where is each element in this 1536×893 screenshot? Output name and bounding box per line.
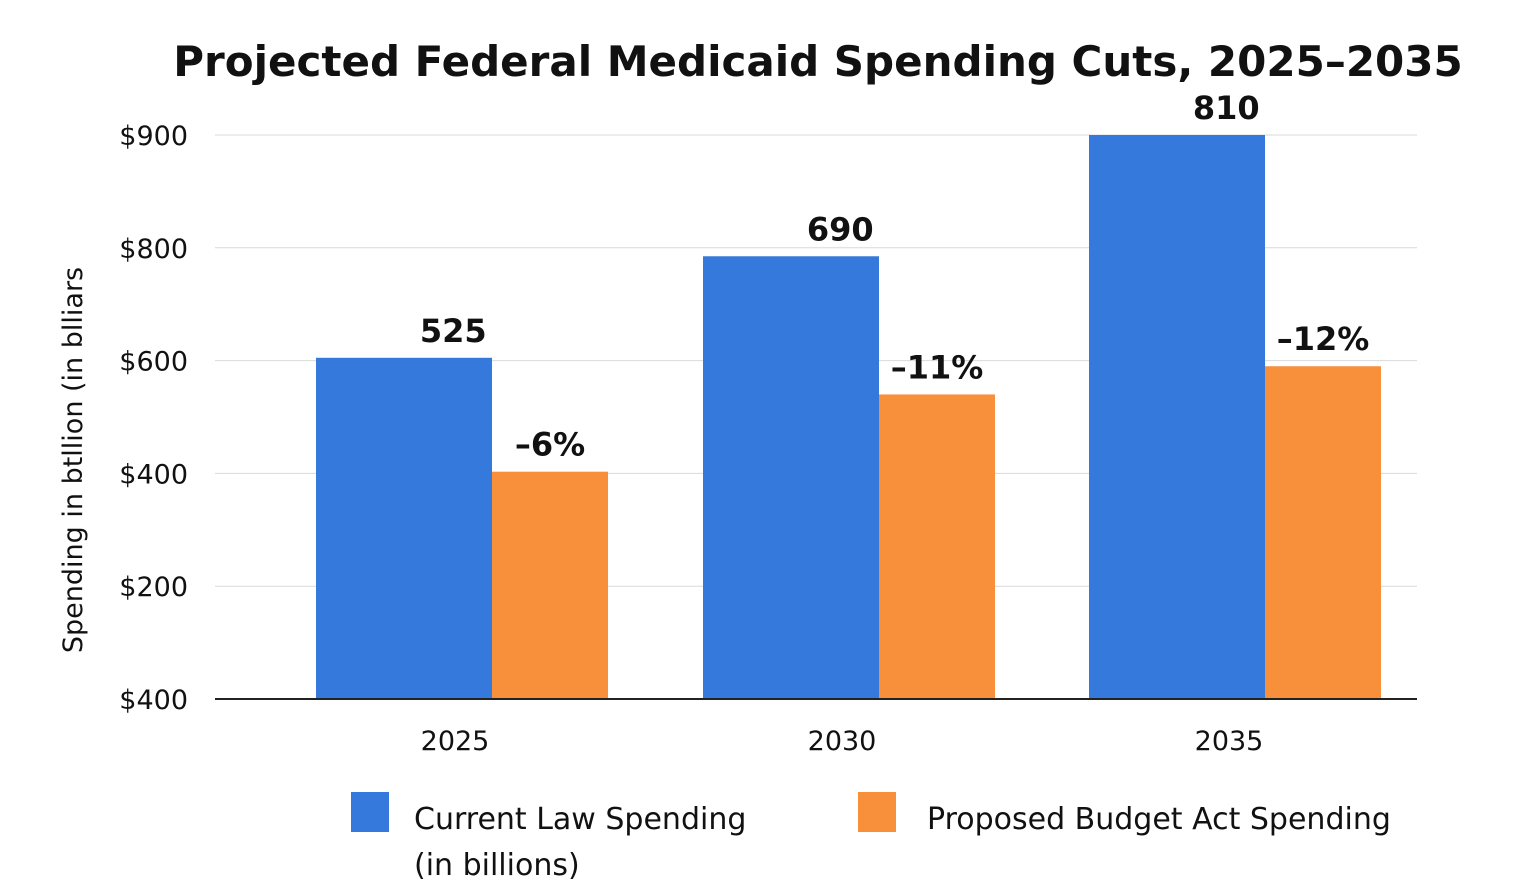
data-label: –6%: [515, 426, 585, 464]
legend-label: Proposed Budget Act Spending: [927, 802, 1391, 837]
bar-current-law-2035: [1089, 135, 1265, 699]
y-axis-ticks: $900 $800 $600 $400 $200 $400: [119, 121, 188, 716]
legend: Current Law Spending (in billions) Propose…: [351, 792, 1391, 883]
legend-swatch: [351, 792, 389, 832]
data-label: –11%: [891, 348, 984, 386]
bar-current-law-2025: [316, 357, 492, 699]
y-tick-label: $900: [119, 121, 188, 152]
bars: [316, 135, 1381, 699]
y-tick-label: $200: [119, 572, 188, 603]
data-labels: 525 –6% 690 –11% 810 –12%: [420, 89, 1369, 464]
legend-label: (in billions): [414, 848, 580, 883]
bar-proposed-budget-2030: [879, 394, 995, 699]
bar-proposed-budget-2035: [1265, 366, 1381, 699]
y-tick-label: $800: [119, 234, 188, 265]
y-axis-label: Spending in btllion (in blliars: [58, 267, 89, 653]
y-tick-label: $400: [119, 459, 188, 490]
chart-title: Projected Federal Medicaid Spending Cuts…: [173, 37, 1462, 86]
legend-swatch: [858, 792, 896, 832]
bar-current-law-2030: [703, 256, 879, 699]
data-label: 525: [420, 312, 487, 350]
legend-label: Current Law Spending: [414, 802, 746, 837]
data-label: 690: [807, 210, 874, 248]
data-label: –12%: [1277, 320, 1370, 358]
bar-proposed-budget-2025: [492, 471, 608, 699]
x-tick-label: 2030: [808, 726, 877, 757]
x-tick-label: 2035: [1195, 726, 1264, 757]
x-tick-label: 2025: [421, 726, 490, 757]
data-label: 810: [1193, 89, 1260, 127]
y-tick-label: $600: [119, 347, 188, 378]
x-axis-ticks: 2025 2030 2035: [421, 726, 1264, 757]
y-tick-label: $400: [119, 685, 188, 716]
